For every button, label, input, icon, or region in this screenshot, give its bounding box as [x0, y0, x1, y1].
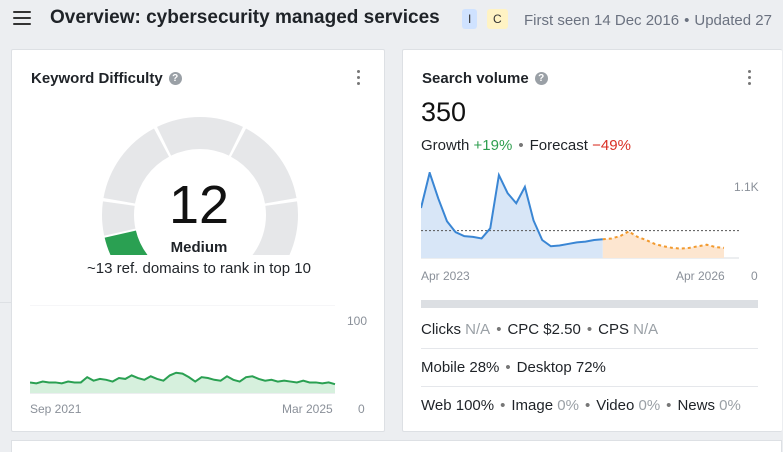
image-label: Image: [511, 397, 554, 414]
help-icon[interactable]: ?: [168, 72, 182, 85]
device-row: Mobile 28% • Desktop 72%: [421, 359, 758, 387]
keyword-difficulty-card: Keyword Difficulty ? 12 Medium ~13 ref. …: [11, 49, 385, 432]
sv-card-title: Search volume ?: [422, 70, 548, 87]
sv-title-text: Search volume: [422, 70, 529, 87]
search-volume-card: Search volume ? 350 Growth +19% • Forecast…: [402, 49, 782, 432]
menu-icon[interactable]: [13, 11, 31, 25]
kd-subtitle: ~13 ref. domains to rank in top 10: [87, 260, 311, 277]
video-value: 0%: [638, 397, 661, 414]
sv-forecast-fill: [602, 231, 724, 258]
gauge-segment: [230, 128, 297, 204]
kd-area-fill: [30, 372, 335, 393]
serp-type-row: Web 100% • Image 0% • Video 0% • News 0%: [421, 397, 741, 414]
updated-text: Updated 27: [694, 12, 772, 29]
kd-chart-y-bottom: 0: [358, 402, 365, 416]
gauge-segment: [252, 201, 298, 255]
web-value: 100%: [455, 397, 495, 414]
left-divider: [0, 302, 11, 303]
cps-value: N/A: [633, 321, 659, 338]
clicks-cpc-row: Clicks N/A • CPC $2.50 • CPS N/A: [421, 321, 758, 349]
first-seen-text: First seen 14 Dec 2016: [524, 12, 680, 29]
intent-badge-informational[interactable]: I: [462, 9, 478, 29]
clicks-label: Clicks: [421, 321, 461, 338]
news-label: News: [677, 397, 715, 414]
image-value: 0%: [557, 397, 579, 414]
cps-label: CPS: [598, 321, 629, 338]
gauge-fill: [104, 229, 148, 255]
kd-history-chart: [30, 305, 336, 394]
mobile-share: Mobile 28%: [421, 359, 500, 376]
kd-level: Medium: [170, 239, 228, 256]
sv-trend-chart: [421, 172, 739, 259]
cpc-value: $2.50: [543, 321, 581, 338]
sv-chart-y-top: 1.1K: [734, 180, 759, 194]
sv-range-bar: [421, 300, 758, 308]
page-title: Overview: cybersecurity managed services: [50, 7, 440, 28]
kd-chart-y-top: 100: [347, 314, 368, 328]
sv-forecast-line: [602, 230, 725, 250]
kd-title-text: Keyword Difficulty: [31, 70, 163, 87]
sv-chart-x-start: Apr 2023: [421, 269, 470, 283]
sv-chart-x-end: Apr 2026: [676, 269, 725, 283]
kd-chart-x-end: Mar 2025: [282, 402, 333, 416]
sv-actual-line: [421, 172, 603, 248]
kd-line: [30, 371, 336, 386]
forecast-label: Forecast: [529, 137, 588, 154]
help-icon[interactable]: ?: [534, 72, 548, 85]
intent-badge-commercial[interactable]: C: [487, 9, 508, 29]
video-label: Video: [596, 397, 635, 414]
growth-label: Growth: [421, 137, 470, 154]
kd-card-title: Keyword Difficulty ?: [31, 70, 182, 87]
forecast-value: −49%: [592, 137, 631, 154]
desktop-share: Desktop 72%: [516, 359, 606, 376]
kd-more-options-icon[interactable]: [355, 70, 361, 88]
web-label: Web: [421, 397, 452, 414]
kd-value: 12: [168, 175, 230, 235]
page-header: Overview: cybersecurity managed services…: [0, 0, 783, 40]
next-card-edge: [11, 440, 782, 452]
sv-value: 350: [421, 97, 467, 127]
kd-chart-x-start: Sep 2021: [30, 402, 82, 416]
gauge-marker: [102, 228, 138, 239]
news-value: 0%: [719, 397, 741, 414]
sv-more-options-icon[interactable]: [746, 70, 752, 88]
kd-gauge: [102, 117, 298, 255]
growth-value: +19%: [473, 137, 513, 154]
gauge-segment: [103, 128, 170, 204]
sv-chart-y-bottom: 0: [751, 269, 758, 283]
clicks-value: N/A: [465, 321, 491, 338]
gauge-segment: [157, 117, 243, 156]
header-meta: First seen 14 Dec 2016 • Updated 27: [524, 12, 772, 29]
cpc-label: CPC: [507, 321, 540, 338]
sv-area-fill: [421, 172, 603, 258]
growth-forecast-line: Growth +19% • Forecast −49%: [421, 137, 631, 154]
